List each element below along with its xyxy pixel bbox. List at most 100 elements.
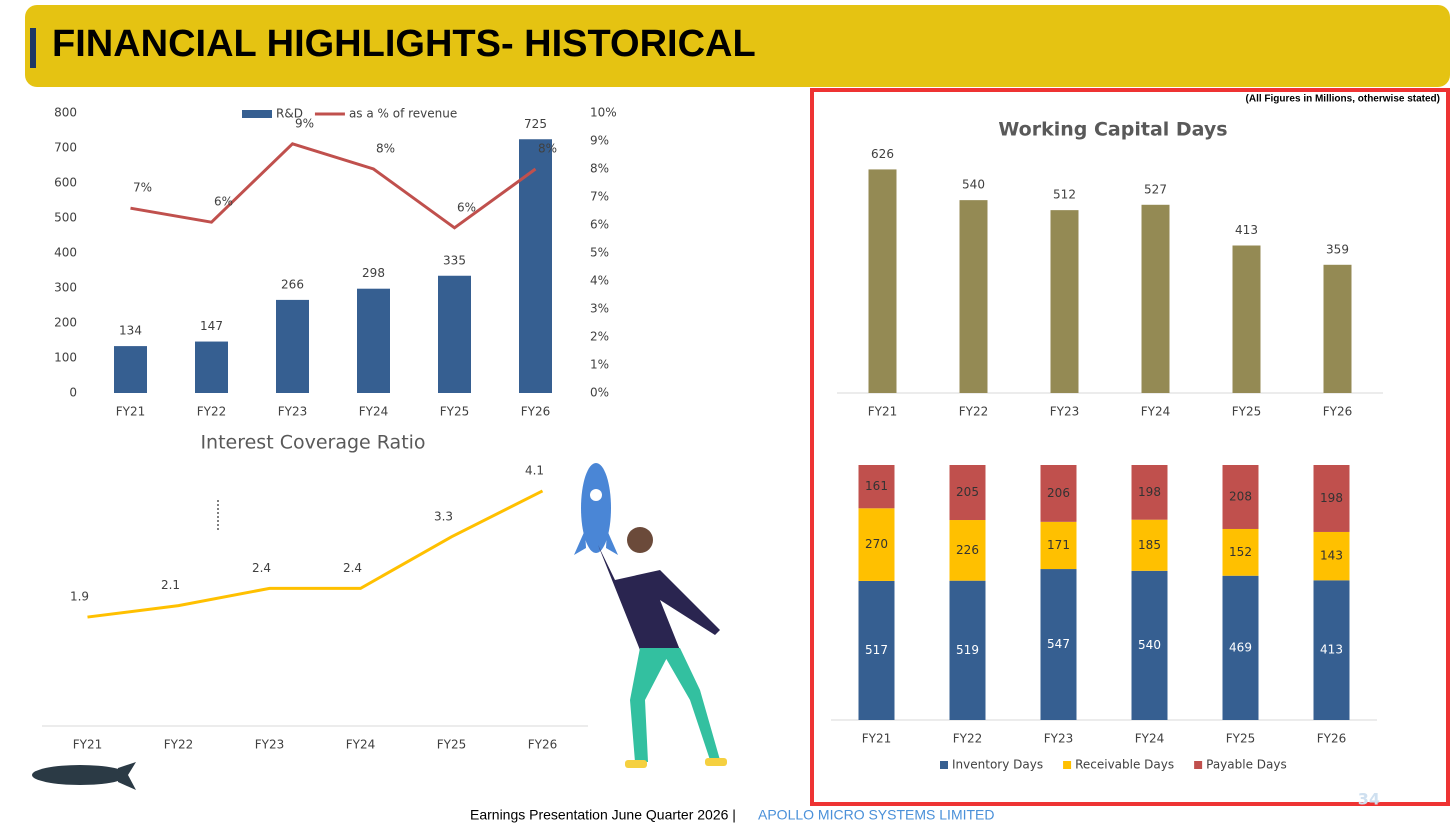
x-tick-label: FY24	[359, 405, 389, 419]
legend-label: R&D	[276, 107, 303, 121]
y2-tick-label: 5%	[590, 246, 609, 260]
chart-title: Working Capital Days	[998, 119, 1227, 141]
bar-segment	[949, 520, 986, 581]
data-label: 725	[524, 117, 547, 131]
data-label: 4.1	[525, 463, 544, 477]
bar-segment	[858, 508, 895, 581]
data-label: 519	[956, 643, 979, 657]
bar-segment	[858, 465, 895, 509]
bar	[1323, 264, 1352, 393]
data-label: 143	[1320, 549, 1343, 563]
header-accent	[30, 28, 36, 68]
data-label: 147	[200, 319, 223, 333]
x-tick-label: FY25	[440, 405, 470, 419]
x-tick-label: FY22	[959, 405, 989, 419]
x-tick-label: FY23	[1050, 405, 1080, 419]
x-tick-label: FY23	[278, 405, 308, 419]
x-tick-label: FY22	[164, 738, 194, 752]
bar-segment	[1222, 465, 1259, 529]
data-label: 206	[1047, 486, 1070, 500]
x-tick-label: FY25	[1226, 732, 1256, 746]
chart-title: Interest Coverage Ratio	[200, 432, 425, 454]
data-label: 152	[1229, 545, 1252, 559]
bar	[357, 288, 390, 393]
data-label: 161	[865, 479, 888, 493]
bar-segment	[949, 465, 986, 521]
x-tick-label: FY23	[255, 738, 285, 752]
data-label: 226	[956, 543, 979, 557]
y-tick-label: 500	[54, 211, 77, 225]
y2-tick-label: 6%	[590, 218, 609, 232]
data-label: 198	[1138, 485, 1161, 499]
x-tick-label: FY21	[862, 732, 892, 746]
legend-label: Inventory Days	[952, 758, 1043, 772]
y2-tick-label: 1%	[590, 358, 609, 372]
y2-tick-label: 2%	[590, 330, 609, 344]
x-tick-label: FY25	[1232, 405, 1262, 419]
bar-segment	[1313, 531, 1350, 581]
legend-swatch	[940, 761, 948, 769]
data-label: 208	[1229, 489, 1252, 503]
legend-swatch	[1063, 761, 1072, 769]
highlight-frame	[810, 88, 1450, 806]
data-label: 335	[443, 253, 466, 267]
bar	[114, 346, 147, 393]
data-label: 205	[956, 485, 979, 499]
data-label: 8%	[376, 142, 395, 156]
rocket-illustration	[574, 463, 727, 768]
y2-tick-label: 4%	[590, 274, 609, 288]
bar	[959, 200, 988, 393]
x-tick-label: FY24	[346, 738, 376, 752]
data-label: 413	[1320, 643, 1343, 657]
bar-segment	[858, 580, 895, 720]
bar	[1232, 245, 1261, 393]
header-band	[25, 5, 1450, 87]
x-tick-label: FY22	[197, 405, 227, 419]
x-tick-label: FY23	[1044, 732, 1074, 746]
x-tick-label: FY24	[1141, 405, 1171, 419]
line	[87, 489, 544, 619]
data-label: 1.9	[70, 590, 89, 604]
x-tick-label: FY21	[73, 738, 103, 752]
bar-segment	[1222, 528, 1259, 576]
bar-segment	[1131, 519, 1168, 571]
page-number: 34	[1358, 790, 1380, 809]
bar-segment	[949, 580, 986, 720]
x-tick-label: FY22	[953, 732, 983, 746]
bar-segment	[1313, 465, 1350, 532]
y-tick-label: 800	[54, 106, 77, 120]
bar-segment	[1040, 521, 1077, 570]
data-label: 413	[1235, 223, 1258, 237]
y2-tick-label: 7%	[590, 190, 609, 204]
x-tick-label: FY26	[521, 405, 551, 419]
data-label: 3.3	[434, 509, 453, 523]
data-label: 198	[1320, 491, 1343, 505]
legend-label: Receivable Days	[1075, 758, 1174, 772]
bar	[519, 139, 552, 393]
data-label: 517	[865, 643, 888, 657]
slide-title: FINANCIAL HIGHLIGHTS- HISTORICAL	[52, 23, 756, 65]
data-label: 6%	[457, 200, 476, 214]
legend-label: as a % of revenue	[349, 107, 457, 121]
data-label: 359	[1326, 242, 1349, 256]
data-label: 134	[119, 324, 142, 338]
data-label: 7%	[133, 181, 152, 195]
data-label: 469	[1229, 640, 1252, 654]
data-label: 2.4	[252, 561, 271, 575]
y2-tick-label: 3%	[590, 302, 609, 316]
bar	[276, 299, 309, 393]
data-label: 185	[1138, 538, 1161, 552]
data-label: 2.4	[343, 561, 362, 575]
line	[130, 142, 537, 230]
bar	[1141, 204, 1170, 393]
y-tick-label: 100	[54, 351, 77, 365]
y-tick-label: 400	[54, 246, 77, 260]
x-tick-label: FY26	[528, 738, 558, 752]
data-label: 540	[1138, 638, 1161, 652]
x-tick-label: FY26	[1323, 405, 1353, 419]
bar-segment	[1131, 465, 1168, 520]
legend-label: Payable Days	[1206, 758, 1287, 772]
x-tick-label: FY21	[116, 405, 146, 419]
bar-segment	[1313, 580, 1350, 720]
data-label: 298	[362, 266, 385, 280]
